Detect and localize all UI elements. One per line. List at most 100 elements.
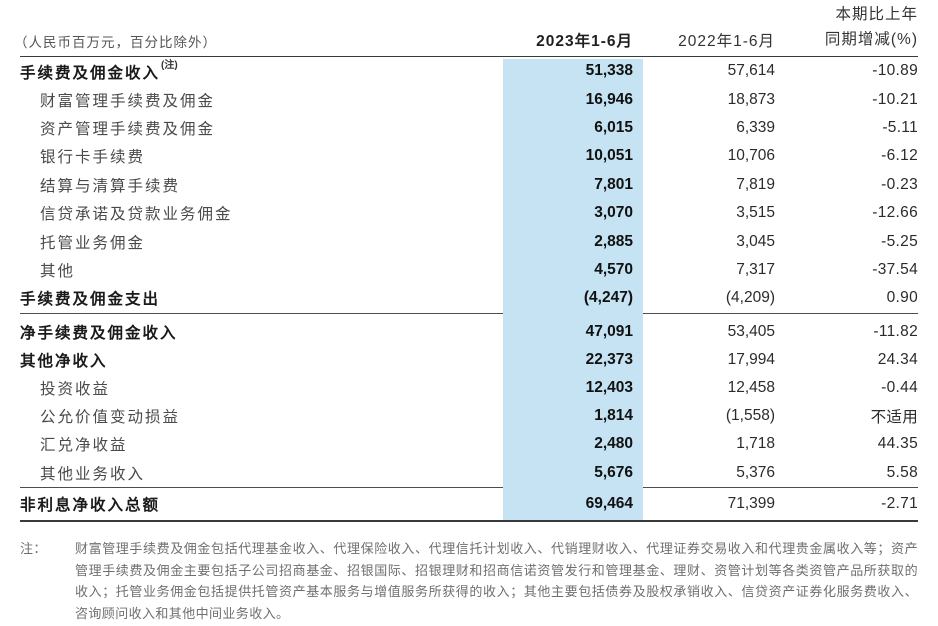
value-2022: 53,405 <box>727 322 775 340</box>
value-2022: 17,994 <box>727 350 775 368</box>
value-change-pct: -2.71 <box>881 494 918 512</box>
value-2023: 51,338 <box>585 62 633 80</box>
section-net-income: 净手续费及佣金收入 47,091 53,405 -11.82 其他净收入 22,… <box>20 314 918 487</box>
section-fee-and-commission: 手续费及佣金收入(注) 51,338 57,614 -10.89 财富管理手续费… <box>20 57 918 313</box>
value-2022: 5,376 <box>736 463 775 481</box>
table-row: 其他净收入 22,373 17,994 24.34 <box>20 346 918 374</box>
value-2023: 10,051 <box>585 147 633 165</box>
value-2023: 12,403 <box>585 378 633 396</box>
table-row: 结算与清算手续费 7,801 7,819 -0.23 <box>20 171 918 199</box>
table-row: 银行卡手续费 10,051 10,706 -6.12 <box>20 142 918 170</box>
row-label-text: 银行卡手续费 <box>40 149 146 167</box>
value-2023: 3,070 <box>594 204 633 222</box>
column-header-change: 本期比上年 同期增减(%) <box>825 2 918 52</box>
value-2022: 10,706 <box>727 147 775 165</box>
table-row: 手续费及佣金收入(注) 51,338 57,614 -10.89 <box>20 57 918 85</box>
row-label: 汇兑净收益 <box>20 433 503 455</box>
row-label: 手续费及佣金支出 <box>20 287 503 309</box>
value-2022: 6,339 <box>736 118 775 136</box>
column-header-change-line2: 同期增减(%) <box>824 31 918 48</box>
value-2022: 1,718 <box>736 435 775 453</box>
value-2022: 57,614 <box>727 62 775 80</box>
unit-note: （人民币百万元，百分比除外） <box>14 35 217 50</box>
row-label-text: 净手续费及佣金收入 <box>20 324 178 342</box>
table-row: 非利息净收入总额 69,464 71,399 -2.71 <box>20 488 918 521</box>
row-label: 托管业务佣金 <box>20 231 503 253</box>
row-label-text: 结算与清算手续费 <box>40 177 181 195</box>
table-row: 信贷承诺及贷款业务佣金 3,070 3,515 -12.66 <box>20 199 918 227</box>
value-2023: 6,015 <box>594 118 633 136</box>
value-change-pct: -10.21 <box>872 90 918 108</box>
section-total: 非利息净收入总额 69,464 71,399 -2.71 <box>20 488 918 523</box>
row-label-text: 财富管理手续费及佣金 <box>40 92 216 110</box>
value-2023: 2,480 <box>594 435 633 453</box>
value-change-pct: 24.34 <box>877 350 918 368</box>
table-row: 资产管理手续费及佣金 6,015 6,339 -5.11 <box>20 114 918 142</box>
row-label-text: 资产管理手续费及佣金 <box>40 120 216 138</box>
footnote-text: 财富管理手续费及佣金包括代理基金收入、代理保险收入、代理信托计划收入、代销理财收… <box>75 541 918 621</box>
value-change-pct: -37.54 <box>872 260 918 278</box>
section-divider <box>20 486 918 488</box>
column-header-2022: 2022年1-6月 <box>678 33 775 50</box>
value-2023: 4,570 <box>594 260 633 278</box>
row-label-text: 汇兑净收益 <box>40 437 128 455</box>
value-2022: 3,045 <box>736 232 775 250</box>
row-label-text: 手续费及佣金支出 <box>20 291 161 309</box>
value-change-pct: -0.44 <box>881 378 918 396</box>
value-2023: 47,091 <box>585 322 633 340</box>
value-change-pct: 0.90 <box>886 289 918 307</box>
table-row: 手续费及佣金支出 (4,247) (4,209) 0.90 <box>20 284 918 312</box>
value-2023: (4,247) <box>583 289 633 307</box>
value-2022: (4,209) <box>725 289 775 307</box>
row-label-text: 托管业务佣金 <box>40 234 146 252</box>
row-label: 非利息净收入总额 <box>20 493 503 515</box>
table-row: 其他 4,570 7,317 -37.54 <box>20 256 918 284</box>
value-2022: 18,873 <box>727 90 775 108</box>
footnote: 注： 财富管理手续费及佣金包括代理基金收入、代理保险收入、代理信托计划收入、代销… <box>20 538 918 624</box>
value-change-pct: -0.23 <box>881 175 918 193</box>
row-label-text: 公允价值变动损益 <box>40 409 181 427</box>
value-change-pct: 不适用 <box>870 409 918 427</box>
row-label: 手续费及佣金收入(注) <box>20 60 503 83</box>
row-label-text: 手续费及佣金收入 <box>20 64 161 82</box>
value-2022: 7,819 <box>736 175 775 193</box>
row-label: 其他业务收入 <box>20 462 503 484</box>
value-2023: 7,801 <box>594 175 633 193</box>
table-row: 投资收益 12,403 12,458 -0.44 <box>20 374 918 402</box>
footnote-label: 注： <box>20 541 47 557</box>
value-change-pct: -12.66 <box>872 204 918 222</box>
value-change-pct: -6.12 <box>881 147 918 165</box>
value-change-pct: -5.25 <box>881 232 918 250</box>
row-label: 银行卡手续费 <box>20 145 503 167</box>
footnote-ref: (注) <box>161 59 178 71</box>
value-2022: 12,458 <box>727 378 775 396</box>
value-2023: 69,464 <box>585 494 633 512</box>
row-label: 其他净收入 <box>20 349 503 371</box>
row-label: 信贷承诺及贷款业务佣金 <box>20 202 503 224</box>
row-label-text: 其他 <box>40 262 76 280</box>
row-label-text: 投资收益 <box>40 380 111 398</box>
table-row: 公允价值变动损益 1,814 (1,558) 不适用 <box>20 402 918 430</box>
table-row: 其他业务收入 5,676 5,376 5.58 <box>20 458 918 486</box>
section-divider <box>20 312 918 314</box>
current-period-highlight-column <box>503 58 643 522</box>
column-header-change-line1: 本期比上年 <box>835 6 918 23</box>
value-change-pct: 5.58 <box>886 463 918 481</box>
value-2023: 2,885 <box>594 232 633 250</box>
table-header: （人民币百万元，百分比除外） 2023年1-6月 2022年1-6月 本期比上年… <box>14 0 918 57</box>
value-2023: 5,676 <box>594 463 633 481</box>
table-row: 汇兑净收益 2,480 1,718 44.35 <box>20 430 918 458</box>
row-label: 结算与清算手续费 <box>20 174 503 196</box>
row-label: 公允价值变动损益 <box>20 405 503 427</box>
row-label-text: 其他净收入 <box>20 352 108 370</box>
value-2023: 16,946 <box>585 90 633 108</box>
value-change-pct: -5.11 <box>882 118 918 136</box>
row-label-text: 信贷承诺及贷款业务佣金 <box>40 206 233 224</box>
value-2022: 7,317 <box>736 260 775 278</box>
row-label-text: 非利息净收入总额 <box>20 496 161 514</box>
value-2023: 1,814 <box>594 407 633 425</box>
row-label: 资产管理手续费及佣金 <box>20 117 503 139</box>
row-label: 财富管理手续费及佣金 <box>20 89 503 111</box>
value-2023: 22,373 <box>585 350 633 368</box>
